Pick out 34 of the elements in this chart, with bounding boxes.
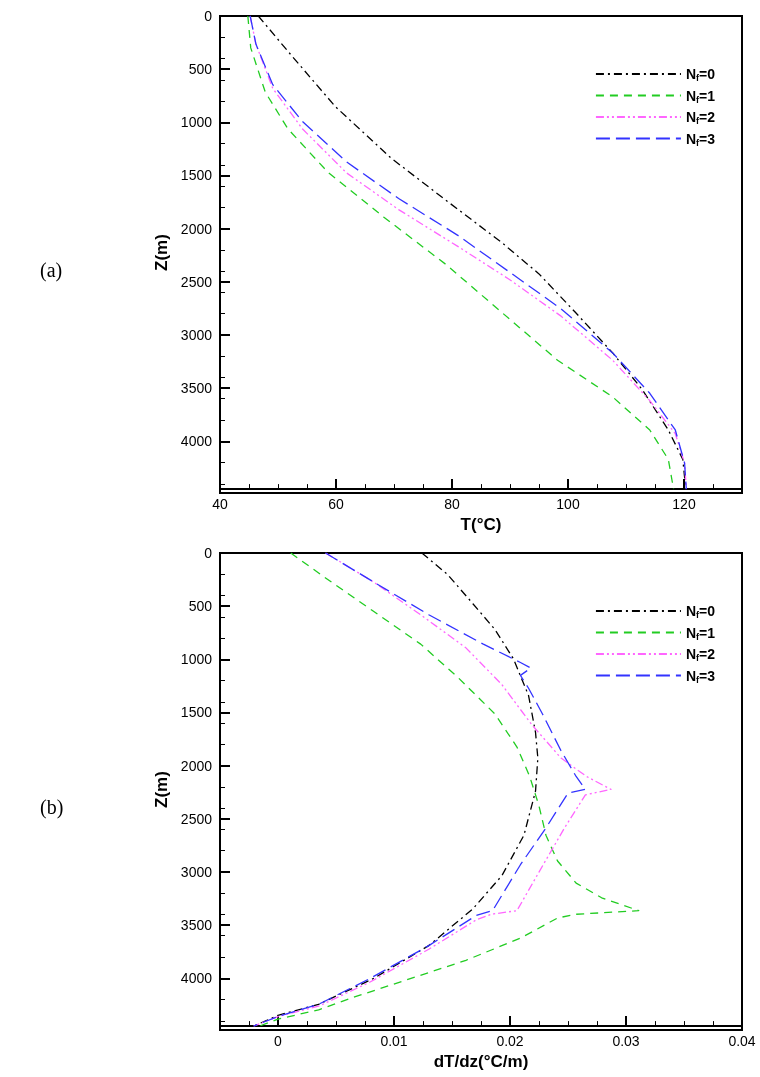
y-tick-label: 2500 <box>180 810 213 827</box>
y-tick-label: 0 <box>204 545 213 561</box>
text: (a) <box>40 259 63 282</box>
y-tick-label: 4000 <box>180 433 213 450</box>
x-axis-title: dT/dz(°C/m) <box>433 1052 529 1071</box>
y-tick-label: 1500 <box>180 704 213 721</box>
x-tick-label: 60 <box>328 496 344 513</box>
y-tick-label: 2000 <box>180 220 213 237</box>
y-tick-label: 3500 <box>180 380 213 397</box>
x-tick-label: 0.02 <box>496 1033 524 1050</box>
x-axis-title: T(°C) <box>460 515 502 534</box>
x-tick-label: 0 <box>274 1033 283 1050</box>
x-tick-label: 120 <box>672 496 696 513</box>
y-tick-label: 3000 <box>180 326 213 343</box>
x-tick-label: 80 <box>444 496 460 513</box>
y-tick-label: 2000 <box>180 757 213 774</box>
y-tick-label: 1000 <box>180 651 213 668</box>
text: (b) <box>40 796 64 819</box>
x-tick-label: 100 <box>556 496 580 513</box>
y-tick-label: 1000 <box>180 114 213 131</box>
y-axis-title: Z(m) <box>151 771 171 808</box>
y-tick-label: 0 <box>204 8 213 24</box>
y-tick-label: 2500 <box>180 273 213 290</box>
y-tick-label: 3500 <box>180 917 213 934</box>
y-tick-label: 500 <box>188 598 213 615</box>
x-tick-label: 0.04 <box>728 1033 756 1050</box>
x-tick-label: 40 <box>212 496 228 513</box>
y-tick-label: 4000 <box>180 970 213 987</box>
y-tick-label: 500 <box>188 61 213 78</box>
y-tick-label: 1500 <box>180 167 213 184</box>
y-tick-label: 3000 <box>180 863 213 880</box>
x-tick-label: 0.03 <box>612 1033 640 1050</box>
x-tick-label: 0.01 <box>380 1033 408 1050</box>
y-axis-title: Z(m) <box>151 234 171 271</box>
